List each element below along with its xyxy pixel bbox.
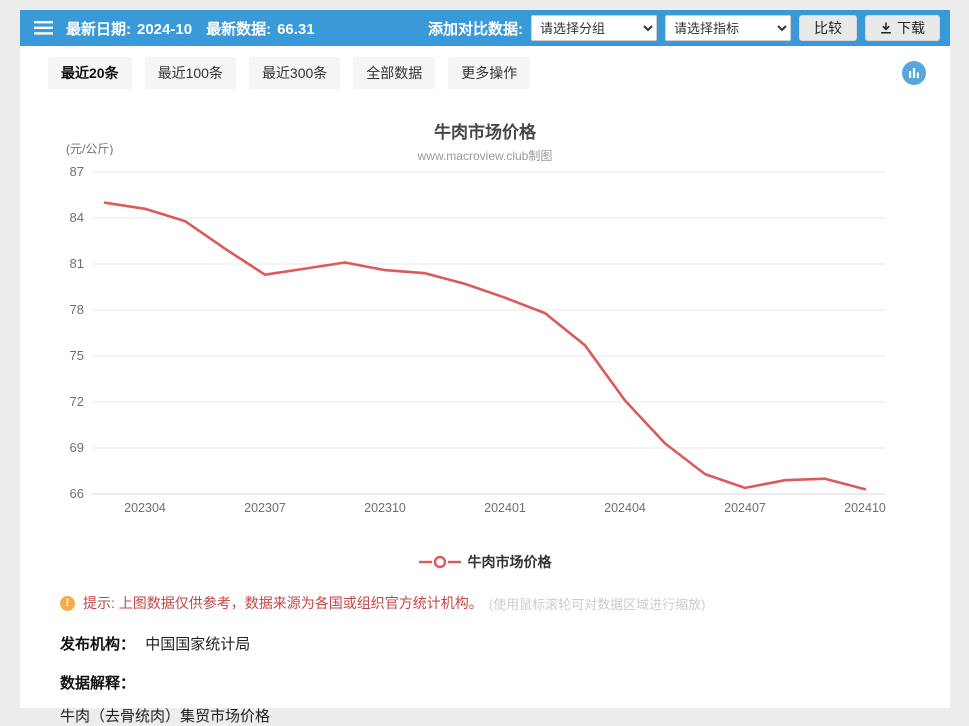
- latest-value-number: 66.31: [277, 20, 315, 38]
- chart-title: 牛肉市场价格: [434, 123, 536, 142]
- legend-line-marker-icon: [418, 555, 461, 569]
- legend-item[interactable]: 牛肉市场价格: [20, 552, 950, 572]
- download-arrow-icon: [881, 22, 891, 34]
- chart-type-button[interactable]: [902, 61, 926, 85]
- bar-chart-icon: [909, 68, 919, 78]
- price-line-series[interactable]: [103, 201, 867, 491]
- hamburger-icon: [33, 21, 53, 35]
- download-button-label: 下载: [897, 20, 925, 36]
- tab-more-actions[interactable]: 更多操作: [448, 57, 531, 89]
- range-tabs: 最近20条 最近100条 最近300条 全部数据 更多操作: [20, 46, 950, 100]
- latest-date: 最新日期: 2024-10: [66, 18, 192, 39]
- download-button[interactable]: 下载: [865, 15, 940, 41]
- chart-area: 66 69 72 75 78 81 84 87 202304 202307 202310 202401…: [20, 100, 950, 575]
- warning-icon: !: [60, 595, 75, 611]
- compare-label: 添加对比数据:: [428, 20, 523, 38]
- y-tick-label: 69: [70, 440, 84, 455]
- y-tick-label: 78: [70, 302, 84, 317]
- publisher-value: 中国国家统计局: [145, 636, 251, 653]
- dataset-meta: 发布机构： 中国国家统计局 数据解释： 牛肉（去骨统肉）集贸市场价格: [60, 633, 950, 726]
- tab-last-20[interactable]: 最近20条: [48, 57, 132, 89]
- x-tick-label: 202401: [484, 501, 526, 515]
- explain-text: 牛肉（去骨统肉）集贸市场价格: [60, 708, 271, 725]
- compare-button-label: 比较: [814, 20, 842, 36]
- explain-label: 数据解释：: [60, 675, 136, 692]
- notice-text: 提示: 上图数据仅供参考，数据来源为各国或组织官方统计机构。: [83, 595, 483, 611]
- y-tick-label: 84: [70, 210, 84, 225]
- x-tick-label: 202310: [364, 501, 406, 515]
- legend-label: 牛肉市场价格: [467, 554, 552, 570]
- compare-button[interactable]: 比较: [799, 15, 857, 41]
- tab-all-data[interactable]: 全部数据: [353, 57, 436, 89]
- x-tick-label: 202304: [124, 501, 166, 515]
- publisher-label: 发布机构：: [60, 636, 136, 653]
- top-toolbar: 最新日期: 2024-10 最新数据: 66.31 添加对比数据: 请选择分组 请选…: [20, 10, 950, 46]
- latest-value: 最新数据: 66.31: [206, 18, 315, 39]
- x-tick-label: 202410: [844, 501, 886, 515]
- x-tick-label: 202407: [724, 501, 766, 515]
- group-select[interactable]: 请选择分组: [531, 15, 657, 41]
- hamburger-menu-icon[interactable]: [30, 17, 56, 39]
- explain-label-row: 数据解释：: [60, 672, 950, 693]
- indicator-select[interactable]: 请选择指标: [665, 15, 791, 41]
- y-tick-label: 81: [70, 256, 84, 271]
- price-line-chart[interactable]: 66 69 72 75 78 81 84 87 202304 202307 202310 202401…: [20, 100, 950, 575]
- publisher-row: 发布机构： 中国国家统计局: [60, 633, 950, 654]
- tab-last-300[interactable]: 最近300条: [248, 57, 341, 89]
- x-tick-label: 202307: [244, 501, 286, 515]
- latest-value-label: 最新数据:: [206, 20, 272, 38]
- compare-controls: 添加对比数据: 请选择分组 请选择指标 比较 下载: [428, 15, 940, 41]
- y-tick-label: 66: [70, 486, 84, 501]
- notice-row: ! 提示: 上图数据仅供参考，数据来源为各国或组织官方统计机构。 (使用鼠标滚轮…: [60, 593, 950, 613]
- y-tick-label: 87: [70, 164, 84, 179]
- x-tick-label: 202404: [604, 501, 646, 515]
- notice-hint: (使用鼠标滚轮可对数据区域进行缩放): [488, 596, 706, 612]
- y-tick-label: 72: [70, 394, 84, 409]
- y-axis-unit: (元/公斤): [66, 142, 114, 156]
- y-tick-label: 75: [70, 348, 84, 363]
- tab-last-100[interactable]: 最近100条: [144, 57, 236, 89]
- latest-date-value: 2024-10: [137, 20, 193, 38]
- chart-subtitle: www.macroview.club制图: [417, 149, 553, 163]
- content-card: 最新日期: 2024-10 最新数据: 66.31 添加对比数据: 请选择分组 请选…: [20, 10, 950, 725]
- latest-date-label: 最新日期:: [66, 20, 131, 38]
